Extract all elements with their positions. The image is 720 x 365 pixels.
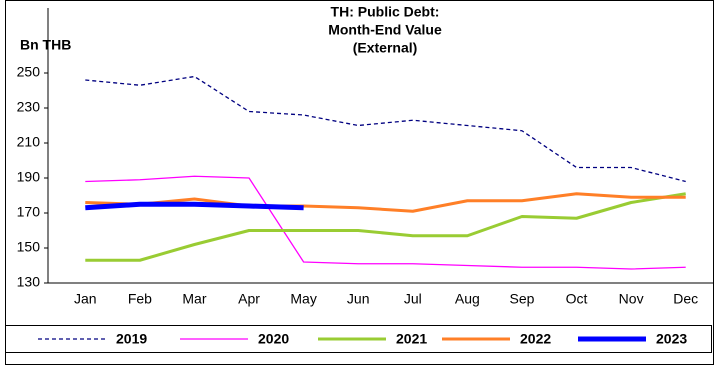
- legend-label: 2022: [520, 331, 551, 347]
- legend-label: 2020: [258, 331, 289, 347]
- chart-title: TH: Public Debt:: [331, 4, 440, 20]
- x-tick-label: May: [290, 291, 316, 307]
- y-tick-label: 250: [17, 64, 41, 80]
- legend-label: 2023: [656, 331, 687, 347]
- x-tick-label: Jun: [347, 291, 370, 307]
- x-tick-label: Nov: [619, 291, 644, 307]
- chart-title: (External): [353, 40, 418, 56]
- x-tick-label: Mar: [182, 291, 206, 307]
- series-line: [85, 175, 686, 270]
- legend-label: 2019: [116, 331, 147, 347]
- x-tick-label: Aug: [455, 291, 480, 307]
- x-tick-label: Oct: [566, 291, 588, 307]
- series-line: [85, 75, 686, 183]
- x-tick-label: Jul: [404, 291, 422, 307]
- y-tick-label: 130: [17, 274, 41, 290]
- x-tick-label: Jan: [74, 291, 97, 307]
- y-axis-label: Bn THB: [20, 37, 71, 53]
- x-tick-label: Sep: [509, 291, 534, 307]
- series-line: [85, 201, 304, 211]
- legend-label: 2021: [396, 331, 427, 347]
- x-tick-label: Apr: [238, 291, 260, 307]
- x-tick-label: Dec: [673, 291, 698, 307]
- y-tick-label: 150: [17, 239, 41, 255]
- y-tick-label: 230: [17, 99, 41, 115]
- series-line: [85, 192, 686, 213]
- chart-title: Month-End Value: [328, 22, 442, 38]
- x-tick-label: Feb: [128, 291, 152, 307]
- y-tick-label: 190: [17, 169, 41, 185]
- y-tick-label: 210: [17, 134, 41, 150]
- y-tick-label: 170: [17, 204, 41, 220]
- series-line: [85, 192, 686, 262]
